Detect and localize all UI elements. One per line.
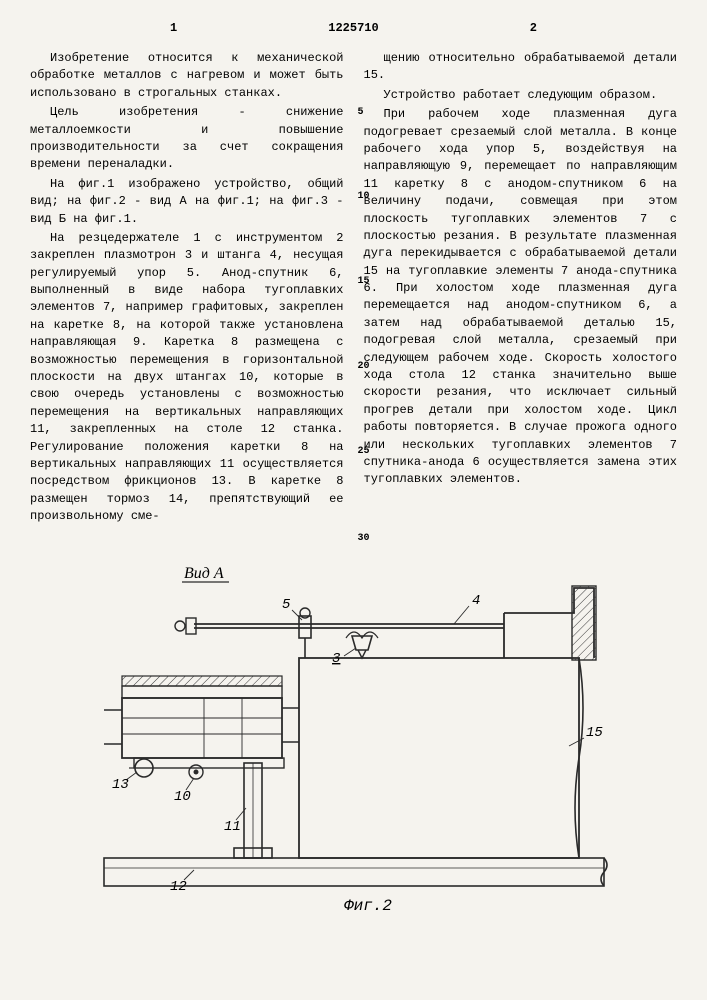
plasmatron-icon <box>346 632 378 658</box>
paragraph: На фиг.1 изображено устройство, общий ви… <box>30 176 344 228</box>
callout: 5 <box>282 597 291 613</box>
diagram-svg: Вид А <box>74 558 634 918</box>
page: 1 1225710 2 Изобретение относится к меха… <box>0 0 707 944</box>
callout: 11 <box>224 819 241 835</box>
callout: 4 <box>472 593 480 609</box>
callout: 10 <box>174 789 191 805</box>
paragraph: Устройство работает следующим образом. <box>364 87 678 104</box>
page-number-right: 2 <box>530 20 537 37</box>
paragraph: На резцедержателе 1 с инструментом 2 зак… <box>30 230 344 526</box>
view-label: Вид А <box>184 565 224 582</box>
figure-2: Вид А <box>30 558 677 924</box>
text-columns: Изобретение относится к механической обр… <box>30 50 677 528</box>
page-number-left: 1 <box>170 20 177 37</box>
paragraph: Изобретение относится к механической обр… <box>30 50 344 102</box>
figure-caption: Фиг.2 <box>344 897 392 915</box>
header: 1 1225710 2 <box>30 20 677 40</box>
callout: 15 <box>586 725 603 741</box>
paragraph: щению относительно обрабатываемой детали… <box>364 50 678 85</box>
right-column: щению относительно обрабатываемой детали… <box>364 50 678 528</box>
document-number: 1225710 <box>328 20 378 37</box>
callout: 13 <box>112 777 129 793</box>
callout: 3 <box>332 651 340 667</box>
callout: 12 <box>170 879 187 895</box>
line-marker: 30 <box>358 532 370 547</box>
paragraph: Цель изобретения - снижение металлоемкос… <box>30 104 344 174</box>
left-column: Изобретение относится к механической обр… <box>30 50 344 528</box>
paragraph: При рабочем ходе плазменная дуга подогре… <box>364 106 678 489</box>
